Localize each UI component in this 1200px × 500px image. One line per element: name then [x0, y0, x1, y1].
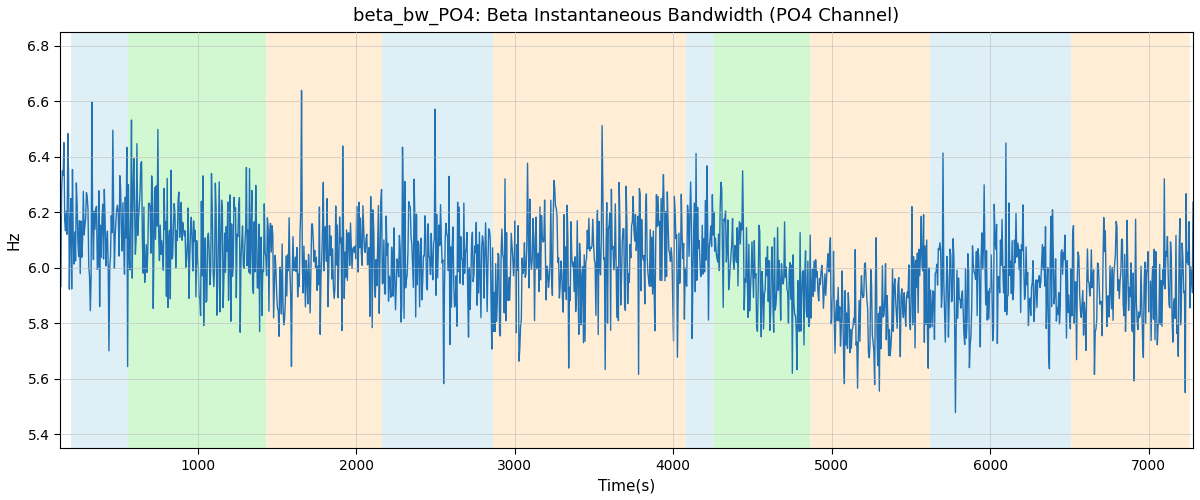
- Bar: [930, 32, 1072, 448]
- Bar: [493, 32, 686, 448]
- Bar: [382, 32, 493, 448]
- Bar: [856, 32, 930, 448]
- Bar: [714, 32, 810, 448]
- X-axis label: Time(s): Time(s): [598, 478, 655, 493]
- Bar: [686, 32, 714, 448]
- Y-axis label: Hz: Hz: [7, 230, 22, 250]
- Title: beta_bw_PO4: Beta Instantaneous Bandwidth (PO4 Channel): beta_bw_PO4: Beta Instantaneous Bandwidt…: [354, 7, 900, 25]
- Bar: [1072, 32, 1190, 448]
- Bar: [128, 32, 266, 448]
- Bar: [71, 32, 128, 448]
- Bar: [266, 32, 382, 448]
- Bar: [810, 32, 856, 448]
